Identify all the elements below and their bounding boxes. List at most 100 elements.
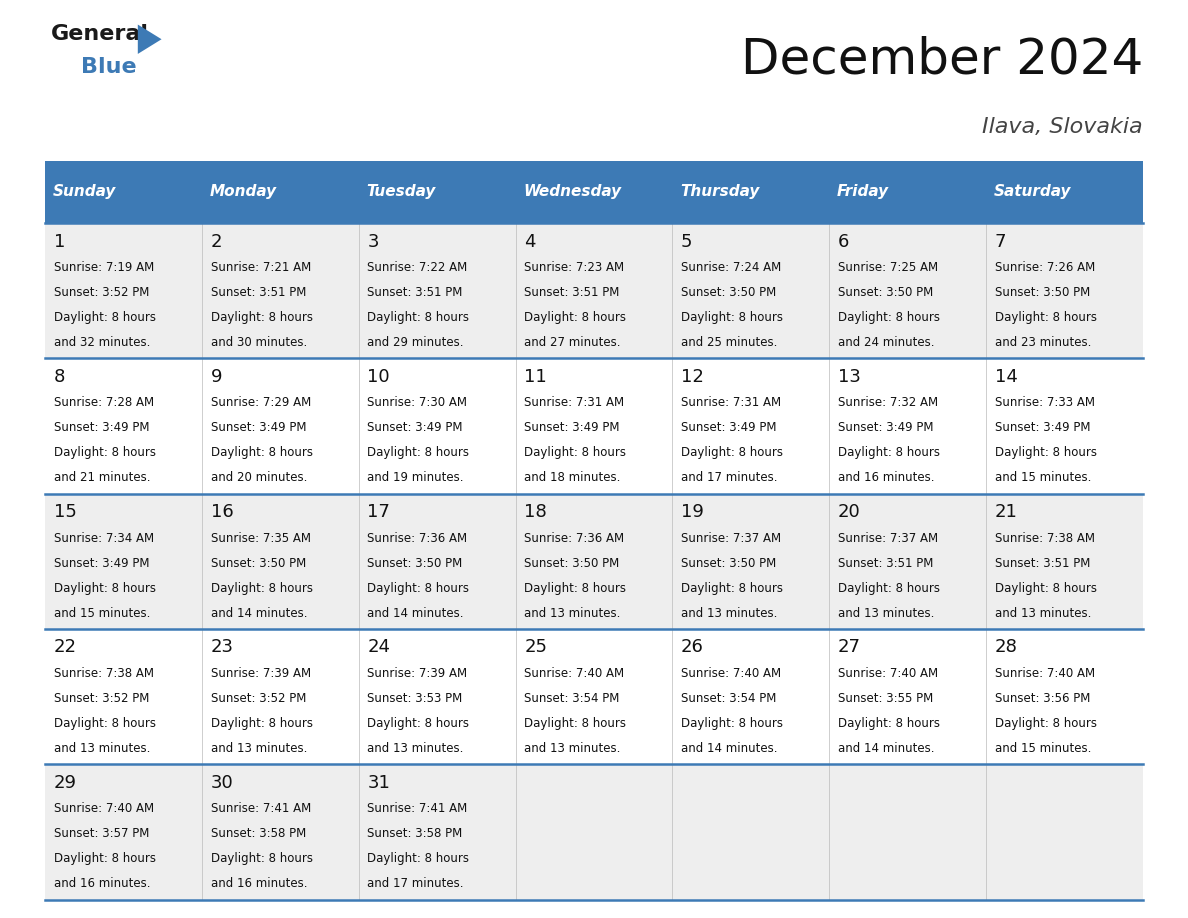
Text: Daylight: 8 hours: Daylight: 8 hours: [367, 717, 469, 730]
Text: Daylight: 8 hours: Daylight: 8 hours: [210, 446, 312, 459]
Text: Sunset: 3:58 PM: Sunset: 3:58 PM: [367, 827, 462, 840]
Text: Sunrise: 7:30 AM: Sunrise: 7:30 AM: [367, 397, 467, 409]
Text: Daylight: 8 hours: Daylight: 8 hours: [524, 582, 626, 595]
Text: 7: 7: [994, 232, 1006, 251]
Text: and 19 minutes.: and 19 minutes.: [367, 471, 463, 485]
Text: 12: 12: [681, 368, 704, 386]
Text: Sunrise: 7:40 AM: Sunrise: 7:40 AM: [681, 666, 782, 680]
Text: and 16 minutes.: and 16 minutes.: [53, 878, 150, 890]
Text: Daylight: 8 hours: Daylight: 8 hours: [367, 582, 469, 595]
Text: and 13 minutes.: and 13 minutes.: [210, 742, 307, 755]
Text: 14: 14: [994, 368, 1018, 386]
Text: 26: 26: [681, 639, 704, 656]
Text: Sunset: 3:49 PM: Sunset: 3:49 PM: [53, 556, 150, 570]
Text: Sunday: Sunday: [53, 185, 116, 199]
Text: and 13 minutes.: and 13 minutes.: [53, 742, 150, 755]
Text: and 15 minutes.: and 15 minutes.: [994, 742, 1091, 755]
Text: and 13 minutes.: and 13 minutes.: [367, 742, 463, 755]
Text: Sunset: 3:52 PM: Sunset: 3:52 PM: [210, 692, 307, 705]
Text: Sunrise: 7:40 AM: Sunrise: 7:40 AM: [994, 666, 1095, 680]
Text: Daylight: 8 hours: Daylight: 8 hours: [681, 582, 783, 595]
Bar: [45, 629, 1143, 765]
Text: Daylight: 8 hours: Daylight: 8 hours: [994, 582, 1097, 595]
Text: Sunset: 3:50 PM: Sunset: 3:50 PM: [367, 556, 462, 570]
Text: Daylight: 8 hours: Daylight: 8 hours: [524, 311, 626, 324]
Text: 25: 25: [524, 639, 548, 656]
Text: and 32 minutes.: and 32 minutes.: [53, 336, 150, 349]
Text: 2: 2: [210, 232, 222, 251]
Text: Sunrise: 7:38 AM: Sunrise: 7:38 AM: [53, 666, 153, 680]
Bar: [986, 161, 1143, 223]
Text: Daylight: 8 hours: Daylight: 8 hours: [367, 852, 469, 866]
Text: Daylight: 8 hours: Daylight: 8 hours: [838, 717, 940, 730]
Text: and 13 minutes.: and 13 minutes.: [681, 607, 777, 620]
Text: Daylight: 8 hours: Daylight: 8 hours: [210, 717, 312, 730]
Text: Sunrise: 7:37 AM: Sunrise: 7:37 AM: [838, 532, 939, 544]
Text: and 15 minutes.: and 15 minutes.: [994, 471, 1091, 485]
Polygon shape: [138, 25, 162, 54]
Text: 22: 22: [53, 639, 77, 656]
Text: and 20 minutes.: and 20 minutes.: [210, 471, 307, 485]
Text: Sunrise: 7:22 AM: Sunrise: 7:22 AM: [367, 261, 468, 274]
Text: Daylight: 8 hours: Daylight: 8 hours: [210, 582, 312, 595]
Text: and 14 minutes.: and 14 minutes.: [367, 607, 463, 620]
Text: Sunset: 3:58 PM: Sunset: 3:58 PM: [210, 827, 305, 840]
Text: Sunset: 3:50 PM: Sunset: 3:50 PM: [838, 286, 933, 299]
Bar: [45, 223, 1143, 358]
Text: 28: 28: [994, 639, 1018, 656]
Text: and 13 minutes.: and 13 minutes.: [994, 607, 1091, 620]
Text: Sunset: 3:55 PM: Sunset: 3:55 PM: [838, 692, 933, 705]
Text: Sunset: 3:51 PM: Sunset: 3:51 PM: [524, 286, 620, 299]
Text: Sunset: 3:50 PM: Sunset: 3:50 PM: [524, 556, 619, 570]
Text: Daylight: 8 hours: Daylight: 8 hours: [210, 852, 312, 866]
Text: Sunset: 3:56 PM: Sunset: 3:56 PM: [994, 692, 1091, 705]
Text: Sunrise: 7:40 AM: Sunrise: 7:40 AM: [838, 666, 939, 680]
Text: Saturday: Saturday: [994, 185, 1072, 199]
Text: 1: 1: [53, 232, 65, 251]
Text: Sunrise: 7:39 AM: Sunrise: 7:39 AM: [367, 666, 468, 680]
Text: and 15 minutes.: and 15 minutes.: [53, 607, 150, 620]
Text: Daylight: 8 hours: Daylight: 8 hours: [994, 717, 1097, 730]
Text: and 18 minutes.: and 18 minutes.: [524, 471, 620, 485]
Text: Daylight: 8 hours: Daylight: 8 hours: [53, 446, 156, 459]
Text: Daylight: 8 hours: Daylight: 8 hours: [838, 311, 940, 324]
Text: Sunset: 3:53 PM: Sunset: 3:53 PM: [367, 692, 462, 705]
Text: Daylight: 8 hours: Daylight: 8 hours: [53, 311, 156, 324]
Text: 15: 15: [53, 503, 77, 521]
Text: 20: 20: [838, 503, 860, 521]
Text: Sunrise: 7:40 AM: Sunrise: 7:40 AM: [524, 666, 625, 680]
Text: 3: 3: [367, 232, 379, 251]
Text: Thursday: Thursday: [681, 185, 759, 199]
Text: Sunrise: 7:19 AM: Sunrise: 7:19 AM: [53, 261, 154, 274]
Text: and 29 minutes.: and 29 minutes.: [367, 336, 463, 349]
Text: 10: 10: [367, 368, 390, 386]
Bar: [45, 358, 1143, 494]
Text: Sunset: 3:51 PM: Sunset: 3:51 PM: [994, 556, 1091, 570]
Text: Sunset: 3:51 PM: Sunset: 3:51 PM: [210, 286, 307, 299]
Text: Sunset: 3:49 PM: Sunset: 3:49 PM: [524, 421, 620, 434]
Text: Sunset: 3:54 PM: Sunset: 3:54 PM: [524, 692, 620, 705]
Text: Monday: Monday: [210, 185, 277, 199]
Text: Sunrise: 7:38 AM: Sunrise: 7:38 AM: [994, 532, 1094, 544]
Text: Daylight: 8 hours: Daylight: 8 hours: [681, 446, 783, 459]
Text: 21: 21: [994, 503, 1018, 521]
Text: 8: 8: [53, 368, 65, 386]
Text: Sunrise: 7:26 AM: Sunrise: 7:26 AM: [994, 261, 1095, 274]
Text: Daylight: 8 hours: Daylight: 8 hours: [524, 717, 626, 730]
Text: 17: 17: [367, 503, 391, 521]
Text: Tuesday: Tuesday: [367, 185, 436, 199]
Bar: [202, 161, 359, 223]
Text: Sunrise: 7:33 AM: Sunrise: 7:33 AM: [994, 397, 1094, 409]
Text: and 13 minutes.: and 13 minutes.: [524, 742, 620, 755]
Text: Sunset: 3:51 PM: Sunset: 3:51 PM: [367, 286, 463, 299]
Text: and 21 minutes.: and 21 minutes.: [53, 471, 150, 485]
Text: Sunset: 3:50 PM: Sunset: 3:50 PM: [681, 556, 776, 570]
Text: and 30 minutes.: and 30 minutes.: [210, 336, 307, 349]
Text: Daylight: 8 hours: Daylight: 8 hours: [994, 311, 1097, 324]
Text: and 14 minutes.: and 14 minutes.: [681, 742, 777, 755]
Text: Daylight: 8 hours: Daylight: 8 hours: [524, 446, 626, 459]
Bar: [359, 161, 516, 223]
Text: Sunrise: 7:36 AM: Sunrise: 7:36 AM: [524, 532, 625, 544]
Text: Sunset: 3:49 PM: Sunset: 3:49 PM: [838, 421, 934, 434]
Text: 29: 29: [53, 774, 77, 792]
